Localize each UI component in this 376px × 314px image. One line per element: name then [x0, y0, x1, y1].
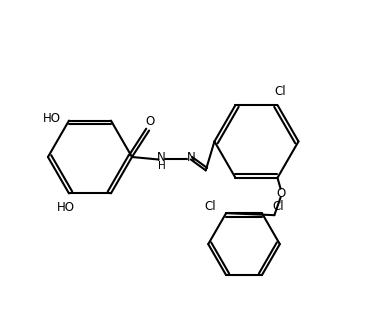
Text: Cl: Cl: [272, 200, 284, 213]
Text: HO: HO: [57, 201, 75, 214]
Text: O: O: [277, 187, 286, 200]
Text: Cl: Cl: [204, 200, 216, 213]
Text: N: N: [157, 151, 166, 165]
Text: N: N: [186, 151, 195, 164]
Text: O: O: [145, 115, 154, 128]
Text: Cl: Cl: [274, 85, 286, 99]
Text: HO: HO: [43, 111, 61, 125]
Text: H: H: [158, 161, 165, 171]
